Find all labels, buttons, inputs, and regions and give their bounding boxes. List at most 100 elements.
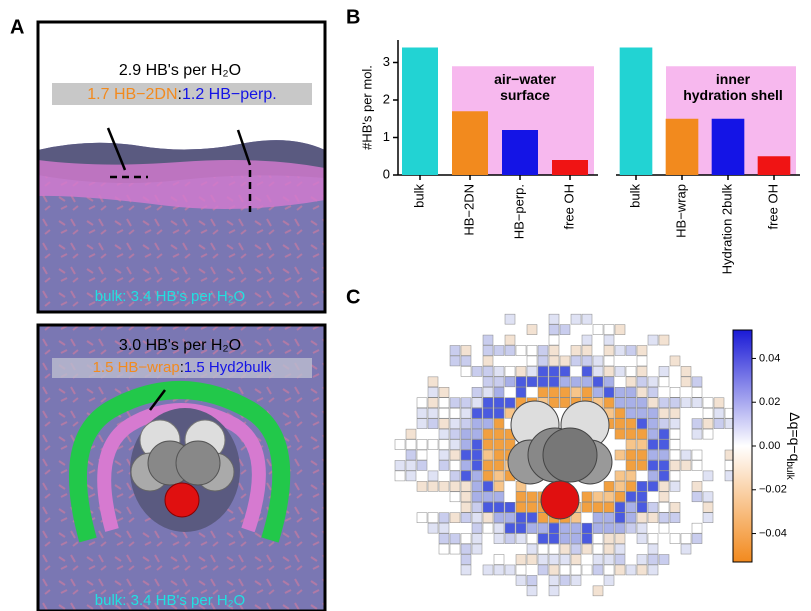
voxel — [428, 513, 438, 523]
voxel — [505, 534, 515, 544]
voxel — [593, 555, 603, 565]
voxel — [692, 492, 702, 502]
voxel — [648, 387, 658, 397]
voxel — [428, 523, 438, 533]
bulk-label: bulk: 3.4 HB's per H₂O — [95, 592, 245, 609]
voxel — [571, 544, 581, 554]
voxel — [483, 366, 493, 376]
y-tick-label: 0.00 — [759, 440, 780, 452]
voxel — [461, 356, 471, 366]
voxel — [472, 429, 482, 439]
voxel — [648, 440, 658, 450]
voxel — [494, 565, 504, 575]
voxel — [461, 544, 471, 554]
voxel — [450, 544, 460, 554]
voxel — [472, 450, 482, 460]
voxel — [461, 419, 471, 429]
voxel — [549, 346, 559, 356]
voxel — [538, 513, 548, 523]
voxel — [527, 377, 537, 387]
voxel — [483, 440, 493, 450]
voxel — [626, 398, 636, 408]
voxel — [582, 366, 592, 376]
voxel — [450, 460, 460, 470]
voxel — [505, 523, 515, 533]
voxel — [692, 481, 702, 491]
voxel — [637, 377, 647, 387]
voxel — [659, 481, 669, 491]
voxel — [494, 346, 504, 356]
voxel — [593, 534, 603, 544]
bar — [552, 160, 588, 175]
voxel — [670, 398, 680, 408]
voxel — [626, 492, 636, 502]
bar — [452, 111, 488, 175]
voxel — [549, 377, 559, 387]
voxel — [692, 460, 702, 470]
voxel — [505, 502, 515, 512]
voxel — [450, 513, 460, 523]
voxel — [483, 429, 493, 439]
voxel — [659, 460, 669, 470]
voxel — [538, 356, 548, 366]
voxel — [494, 460, 504, 470]
voxel — [505, 366, 515, 376]
voxel — [439, 523, 449, 533]
y-tick-label: −0.02 — [759, 484, 787, 496]
split-label: 1.7 HB−2DN:1.2 HB−perp. — [87, 86, 276, 103]
voxel — [494, 492, 504, 502]
voxel — [626, 408, 636, 418]
voxel — [571, 387, 581, 397]
voxel — [571, 377, 581, 387]
voxel — [516, 513, 526, 523]
voxel — [582, 544, 592, 554]
voxel — [615, 346, 625, 356]
voxel — [538, 377, 548, 387]
voxel — [714, 419, 724, 429]
voxel — [450, 429, 460, 439]
atom — [543, 428, 597, 482]
bar — [666, 119, 699, 175]
y-tick-label: −0.04 — [759, 527, 787, 539]
voxel — [648, 377, 658, 387]
voxel — [648, 429, 658, 439]
voxel-render — [395, 314, 735, 596]
voxel — [450, 356, 460, 366]
voxel — [516, 534, 526, 544]
voxel — [604, 555, 614, 565]
voxel — [505, 377, 515, 387]
voxel — [637, 408, 647, 418]
y-tick-label: 3 — [383, 54, 390, 69]
voxel — [549, 565, 559, 575]
voxel — [417, 419, 427, 429]
voxel — [472, 513, 482, 523]
voxel — [648, 408, 658, 418]
voxel — [615, 325, 625, 335]
voxel — [472, 440, 482, 450]
voxel — [527, 513, 537, 523]
voxel — [483, 377, 493, 387]
voxel — [604, 565, 614, 575]
voxel — [582, 346, 592, 356]
voxel — [692, 387, 702, 397]
voxel — [461, 565, 471, 575]
x-tick-label: HB−2DN — [461, 184, 476, 236]
panel-label: B — [346, 6, 360, 28]
voxel — [549, 555, 559, 565]
voxel — [472, 387, 482, 397]
voxel — [648, 502, 658, 512]
voxel — [648, 335, 658, 345]
voxel — [703, 408, 713, 418]
voxel — [439, 544, 449, 554]
voxel — [472, 523, 482, 533]
annotation: surface — [500, 87, 550, 103]
voxel — [703, 471, 713, 481]
bulk-label: bulk: 3.4 HB's per H₂O — [95, 288, 245, 305]
voxel — [648, 481, 658, 491]
voxel — [494, 398, 504, 408]
total-label: 3.0 HB's per H₂O — [119, 337, 241, 354]
voxel — [659, 335, 669, 345]
voxel — [417, 481, 427, 491]
voxel — [626, 346, 636, 356]
voxel — [692, 377, 702, 387]
